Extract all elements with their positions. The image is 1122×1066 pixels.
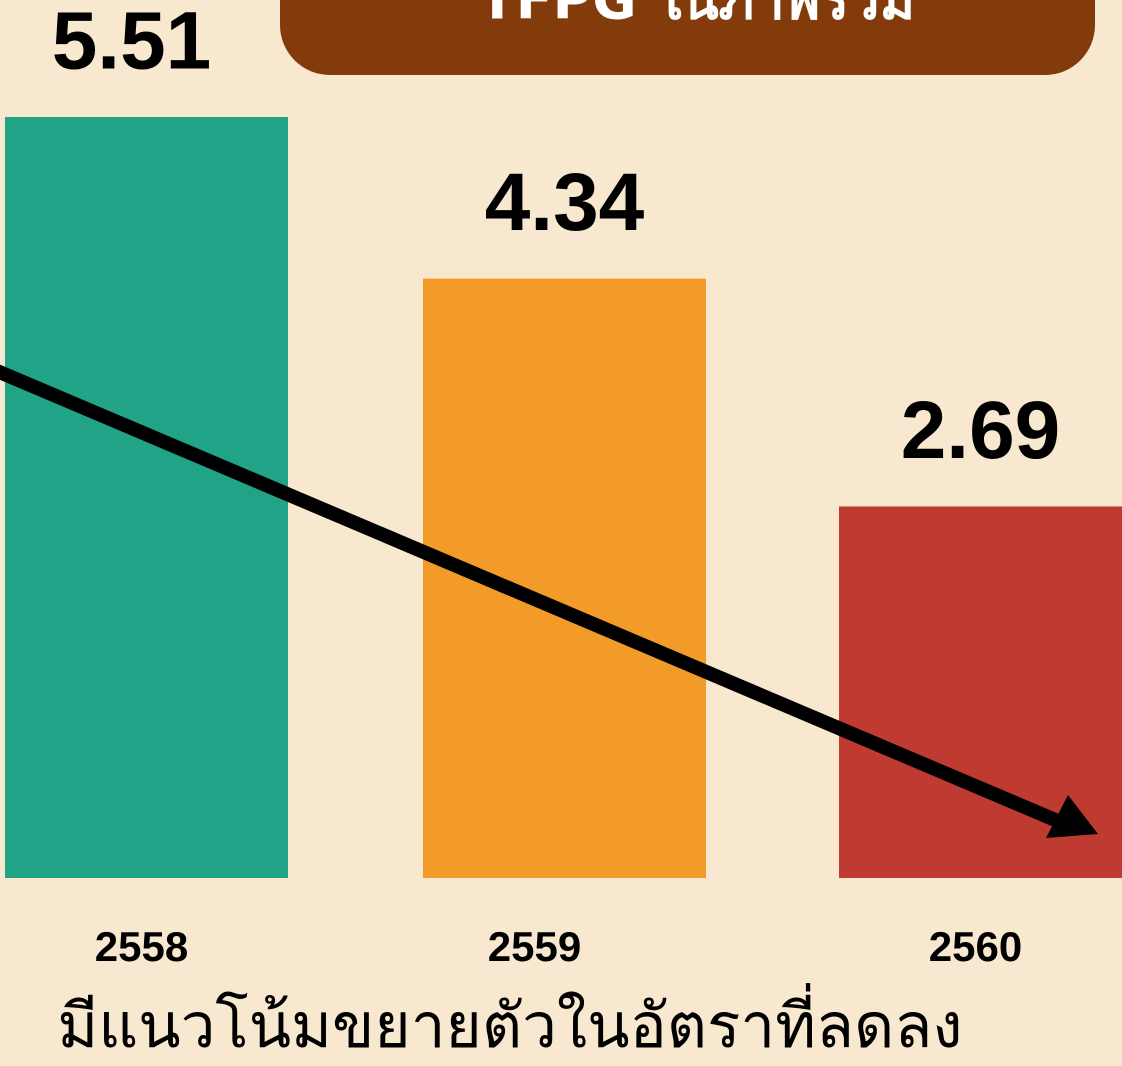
- x-tick-label: 2560: [929, 923, 1022, 970]
- chart-title: TFPG ในภาพรวม: [479, 0, 915, 32]
- x-tick-label: 2558: [95, 923, 188, 970]
- bar: [5, 117, 288, 878]
- bar: [423, 278, 706, 878]
- title-banner: [280, 0, 1095, 75]
- value-label: 2.69: [901, 385, 1061, 476]
- arrow-line: [0, 364, 1063, 829]
- value-label: 5.51: [52, 0, 212, 87]
- trend-arrow: [0, 364, 1098, 838]
- x-tick-label: 2559: [488, 923, 581, 970]
- caption: มีแนวโน้มขยายตัวในอัตราที่ลดลง: [57, 983, 962, 1062]
- arrow-head: [1046, 795, 1098, 838]
- value-label: 4.34: [485, 157, 645, 248]
